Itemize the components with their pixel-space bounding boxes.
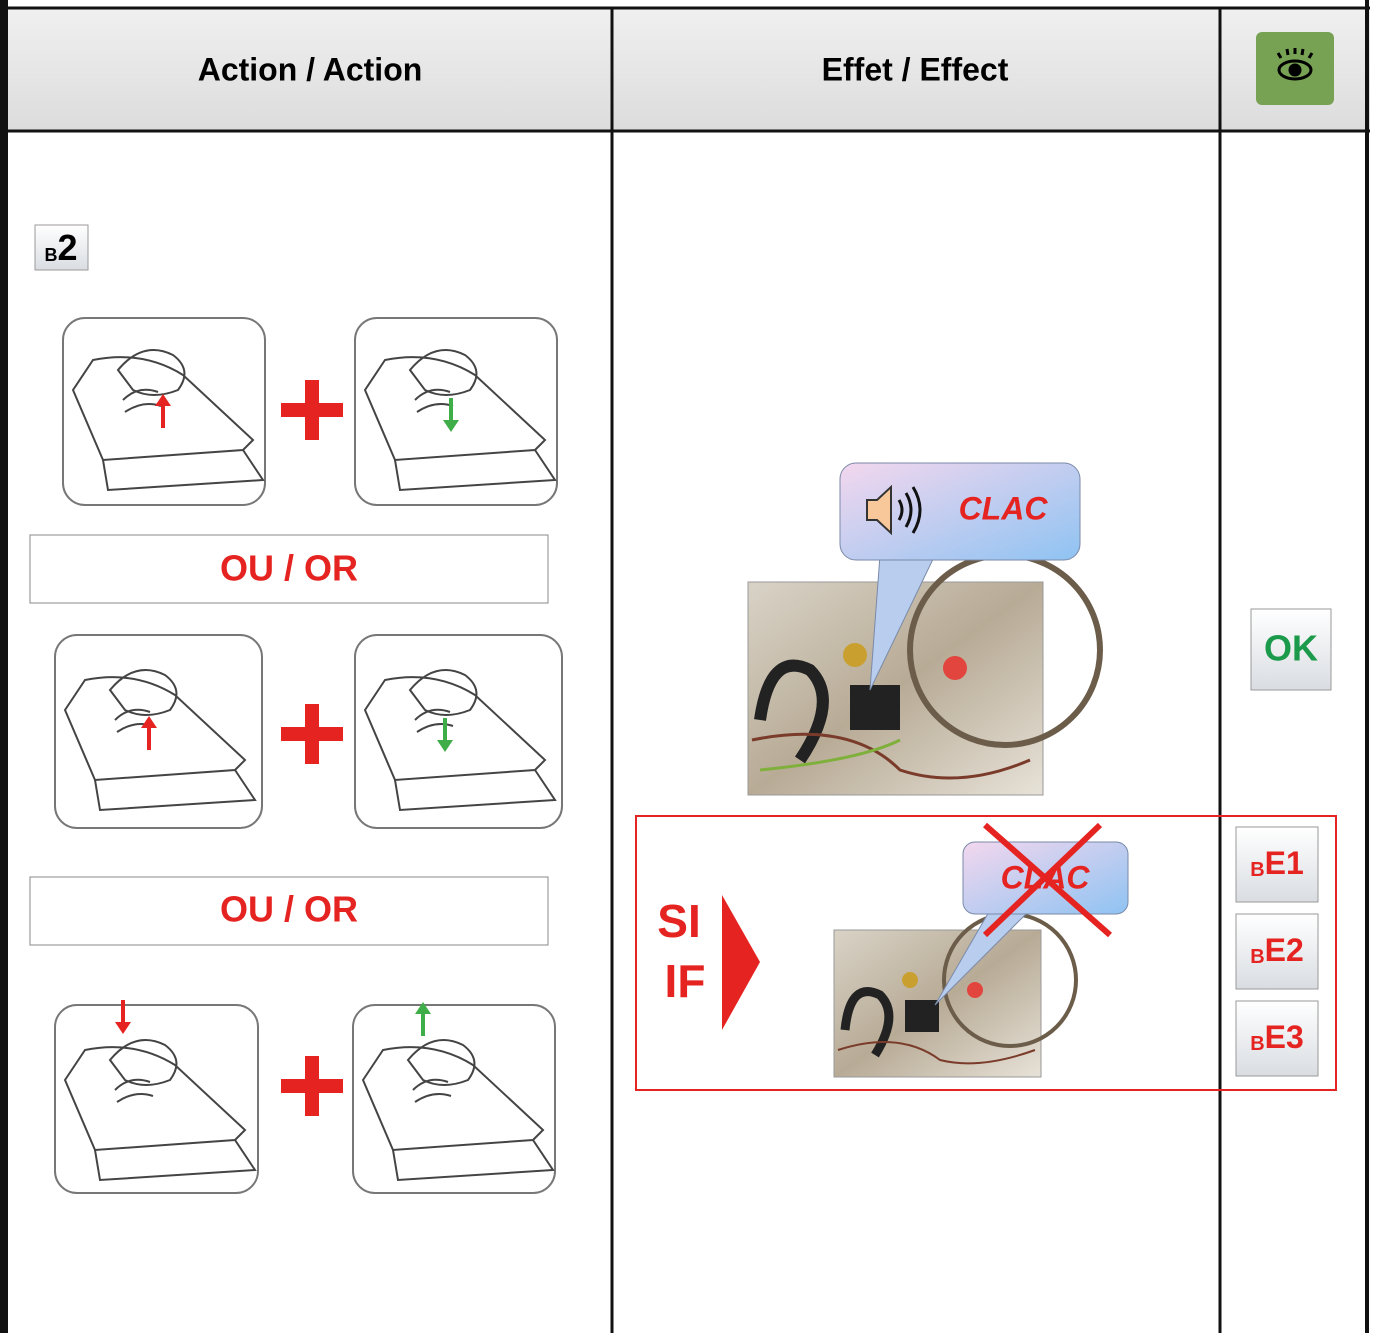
header-action: Action / Action (198, 51, 423, 87)
sound-text: CLAC (959, 490, 1049, 526)
ok-label: OK (1264, 628, 1318, 669)
or-box (29, 876, 549, 946)
or-label: OU / OR (220, 548, 358, 589)
error-button (1235, 826, 1319, 903)
ok-button (1250, 608, 1332, 691)
header-row (0, 8, 1370, 132)
sound-bubble (839, 462, 1081, 561)
or-label: OU / OR (220, 889, 358, 930)
cross-out (982, 822, 1112, 938)
connector-photo-small (833, 912, 1078, 1078)
iron-illustrations (54, 317, 563, 1194)
step-badge (34, 224, 89, 271)
condition-en: IF (665, 955, 706, 1007)
error-button (1235, 913, 1319, 990)
plus-signs (281, 380, 343, 1116)
step-label: B2 (44, 227, 77, 268)
header-effect: Effet / Effect (822, 51, 1009, 87)
condition-arrow (722, 895, 760, 1030)
error-button (1235, 1000, 1319, 1077)
connector-photo (747, 552, 1103, 796)
error-label: BE2 (1250, 932, 1304, 968)
failure-frame (635, 815, 1337, 1091)
speaker-icon (866, 484, 922, 536)
error-label: BE1 (1250, 845, 1304, 881)
error-label: BE3 (1250, 1019, 1304, 1055)
eye-icon (1276, 48, 1314, 81)
or-box (29, 534, 549, 604)
condition-fr: SI (657, 895, 700, 947)
